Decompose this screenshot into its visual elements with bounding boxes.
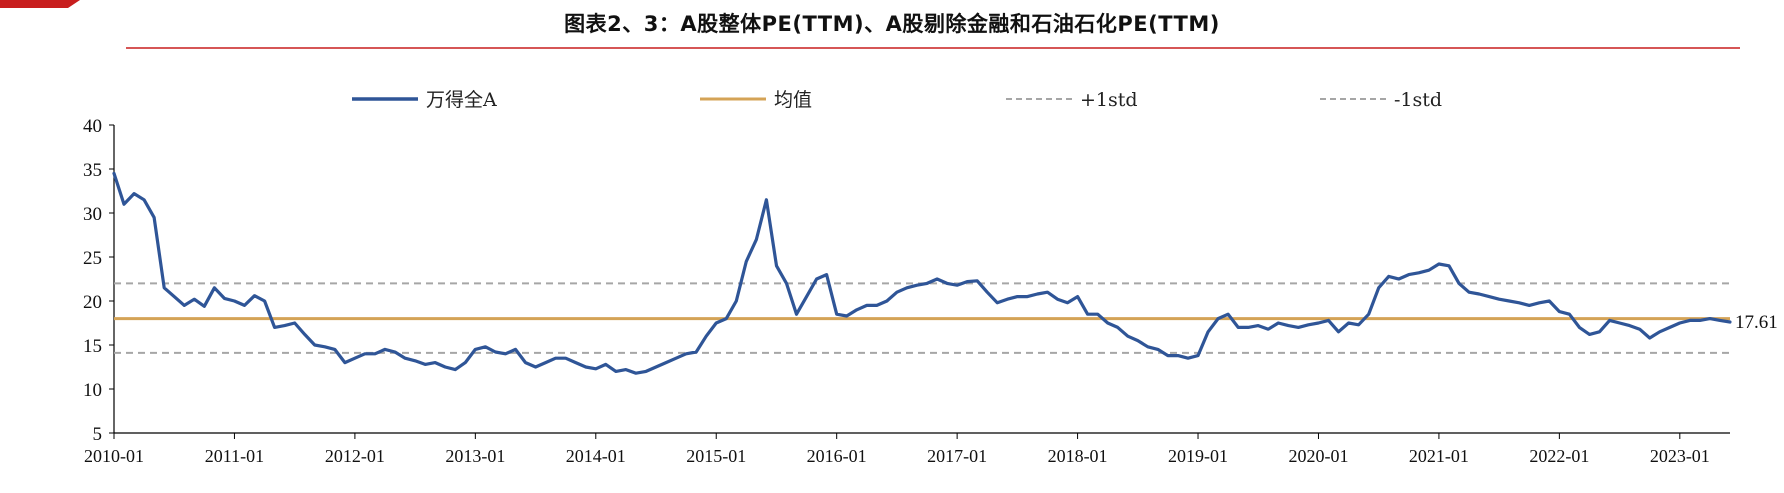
- series-line: [112, 171, 1732, 375]
- x-tick-label: 2015-01: [686, 446, 746, 466]
- y-tick-label: 15: [83, 336, 102, 357]
- y-tick-label: 20: [83, 292, 102, 313]
- x-tick-label: 2016-01: [807, 446, 867, 466]
- x-tick-label: 2013-01: [445, 446, 505, 466]
- legend-minus-std-label: -1std: [1394, 89, 1442, 111]
- x-tick-label: 2017-01: [927, 446, 987, 466]
- y-tick-label: 35: [83, 160, 102, 181]
- x-tick-label: 2010-01: [84, 446, 144, 466]
- x-tick-label: 2019-01: [1168, 446, 1228, 466]
- x-tick-label: 2011-01: [205, 446, 264, 466]
- end-value-label: 17.61: [1735, 312, 1778, 333]
- y-tick-label: 40: [83, 116, 102, 137]
- chart-title: 图表2、3：A股整体PE(TTM)、A股剔除金融和石油石化PE(TTM): [564, 12, 1220, 36]
- y-tick-label: 10: [83, 380, 102, 401]
- legend-mean-label: 均值: [774, 89, 812, 111]
- x-tick-label: 2022-01: [1529, 446, 1589, 466]
- legend-series-label: 万得全A: [426, 89, 497, 111]
- legend-plus-std-label: +1std: [1080, 89, 1138, 111]
- y-tick-label: 25: [83, 248, 102, 269]
- x-tick-label: 2014-01: [566, 446, 626, 466]
- x-tick-label: 2020-01: [1288, 446, 1348, 466]
- x-tick-label: 2018-01: [1048, 446, 1108, 466]
- x-tick-label: 2012-01: [325, 446, 385, 466]
- corner-accent: [0, 0, 80, 8]
- y-tick-label: 30: [83, 204, 102, 225]
- y-tick-label: 5: [93, 424, 103, 445]
- x-tick-label: 2023-01: [1650, 446, 1710, 466]
- x-tick-label: 2021-01: [1409, 446, 1469, 466]
